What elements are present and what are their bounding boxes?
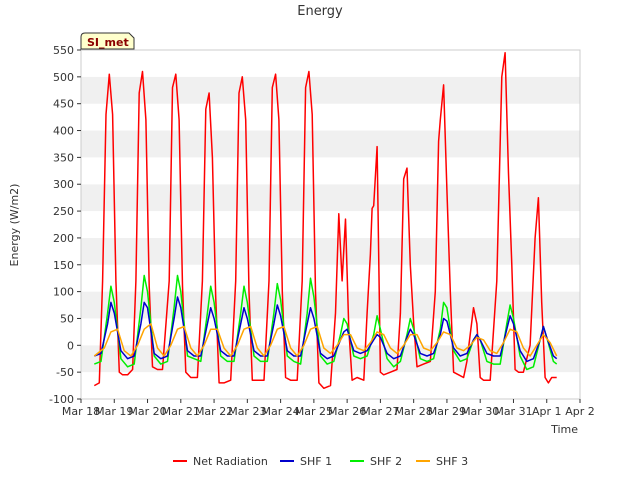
grid-band — [81, 184, 580, 212]
y-tick-label: -100 — [49, 393, 74, 406]
x-tick-label: Mar 20 — [128, 405, 166, 418]
legend-label: Net Radiation — [193, 455, 268, 468]
grid-band — [81, 291, 580, 319]
grid-band — [81, 237, 580, 265]
plot-frame — [80, 49, 581, 400]
y-axis-ticks: -100 -50 0 50 100 150 200 250 300 350 400 450 500 550 — [49, 44, 81, 406]
y-tick-label: 400 — [53, 125, 74, 138]
grid-band — [81, 76, 580, 104]
grid-band — [81, 103, 580, 131]
site-badge: SI_met — [80, 32, 135, 50]
x-tick-label: Mar 31 — [494, 405, 532, 418]
legend: Net Radiation SHF 1 SHF 2 SHF 3 — [173, 455, 468, 468]
x-tick-label: Mar 22 — [195, 405, 233, 418]
y-tick-label: 0 — [67, 339, 74, 352]
x-tick-label: Mar 29 — [428, 405, 466, 418]
grid-band — [81, 264, 580, 292]
y-axis-label: Energy (W/m2) — [8, 184, 21, 267]
x-tick-label: Mar 24 — [261, 405, 299, 418]
grid-band — [81, 50, 580, 77]
grid-bands — [81, 50, 580, 399]
y-tick-label: 50 — [60, 312, 74, 325]
legend-label: SHF 2 — [370, 455, 402, 468]
y-tick-label: 200 — [53, 232, 74, 245]
series-line-shf-3 — [93, 323, 558, 357]
x-axis-label: Time — [550, 423, 578, 436]
chart-title: Energy — [297, 4, 343, 19]
x-tick-label: Mar 26 — [328, 405, 366, 418]
x-tick-label: Mar 21 — [162, 405, 200, 418]
grid-band — [81, 211, 580, 238]
legend-label: SHF 3 — [436, 455, 468, 468]
y-tick-label: 250 — [53, 205, 74, 218]
x-tick-label: Apr 1 — [532, 405, 562, 418]
y-tick-label: 150 — [53, 259, 74, 272]
x-tick-label: Mar 18 — [62, 405, 100, 418]
series-layer — [93, 51, 558, 390]
series-line-net-radiation — [93, 51, 557, 390]
series-line-shf-1 — [94, 296, 558, 363]
grid-band — [81, 130, 580, 158]
legend-label: SHF 1 — [300, 455, 332, 468]
x-tick-label: Mar 19 — [95, 405, 133, 418]
x-tick-label: Mar 25 — [295, 405, 333, 418]
y-tick-label: 300 — [53, 178, 74, 191]
x-tick-label: Mar 30 — [461, 405, 499, 418]
y-tick-label: 450 — [53, 98, 74, 111]
x-tick-label: Apr 2 — [565, 405, 595, 418]
grid-band — [81, 157, 580, 185]
y-tick-label: 350 — [53, 151, 74, 164]
y-tick-label: -50 — [56, 366, 74, 379]
x-tick-label: Mar 23 — [228, 405, 266, 418]
y-tick-label: 100 — [53, 286, 74, 299]
y-tick-label: 500 — [53, 71, 74, 84]
y-tick-label: 550 — [53, 44, 74, 57]
site-badge-label: SI_met — [87, 36, 129, 49]
x-tick-label: Mar 27 — [361, 405, 399, 418]
x-tick-label: Mar 28 — [395, 405, 433, 418]
